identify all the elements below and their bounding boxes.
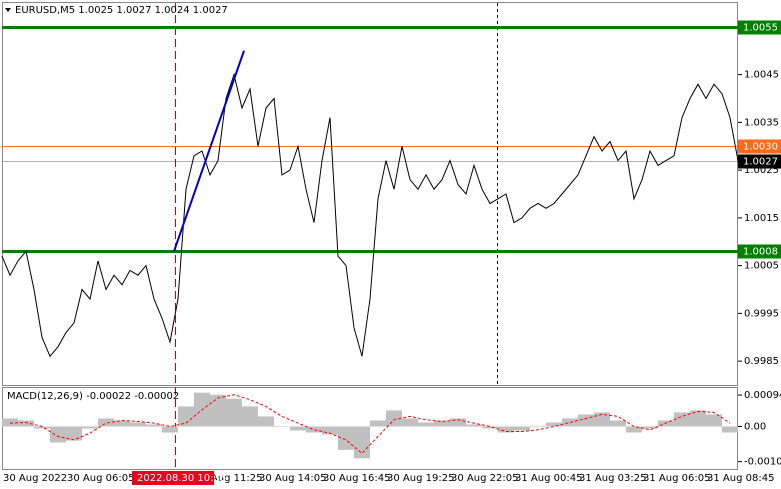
macd-bar [514, 426, 530, 431]
level-label-box [738, 154, 781, 169]
macd-bar [274, 426, 290, 427]
macd-bar [370, 420, 386, 427]
macd-bar [690, 410, 706, 427]
x-tick-label: 30 Aug 2022 [3, 473, 67, 484]
x-tick-label: 30 Aug 19:25 [387, 473, 454, 484]
macd-bar [306, 426, 322, 433]
macd-bar [418, 422, 434, 427]
y-tick-label: 0.9995 [744, 308, 779, 319]
macd-bar [178, 406, 194, 427]
crosshair-label: 2022.08.30 10:35 [137, 473, 226, 484]
macd-bar [322, 426, 338, 435]
macd-bar [114, 420, 130, 427]
macd-bar [242, 406, 258, 427]
x-tick-label: 31 Aug 00:45 [515, 473, 582, 484]
trend-line [173, 50, 245, 252]
macd-bar [98, 418, 114, 427]
macd-bar [626, 426, 642, 433]
price-line [1, 72, 746, 358]
macd-bar [706, 414, 722, 427]
macd-bar [434, 420, 450, 427]
macd-bar [498, 426, 514, 433]
crosshair-label-box [132, 471, 214, 485]
macd-bar [610, 420, 626, 427]
macd-bar [466, 424, 482, 427]
macd-bar [162, 426, 178, 433]
x-tick-label: 31 Aug 03:25 [579, 473, 646, 484]
y-tick-label: -0.00105 [744, 457, 781, 468]
x-tick-label: 31 Aug 06:05 [643, 473, 710, 484]
y-tick-label: 0.00094 [744, 390, 781, 401]
price-panel [2, 2, 738, 386]
y-tick-label: 1.0035 [744, 117, 779, 128]
macd-title: MACD(12,26,9) -0.00022 -0.00002 [7, 391, 179, 402]
y-tick-label: 0.9985 [744, 356, 779, 367]
macd-bar [594, 412, 610, 427]
macd-bar [18, 420, 34, 427]
x-tick-label: 31 Aug 08:45 [707, 473, 774, 484]
y-tick-label: 1.0045 [744, 70, 779, 81]
macd-bar [482, 426, 498, 429]
level-label: 1.0055 [743, 23, 778, 34]
macd-bar [530, 426, 546, 427]
macd-bar [258, 416, 274, 427]
y-tick-label: 1.0025 [744, 165, 779, 176]
macd-bar [386, 410, 402, 427]
macd-bar [338, 426, 354, 450]
macd-bar [674, 412, 690, 427]
macd-bar [290, 426, 306, 431]
y-tick-label: 1.0015 [744, 213, 779, 224]
title-marker [5, 8, 11, 12]
macd-bar [722, 426, 738, 433]
macd-bar [226, 398, 242, 427]
macd-bar [210, 394, 226, 427]
macd-bar [2, 418, 18, 427]
x-tick-label: 30 Aug 11:25 [195, 473, 262, 484]
level-label-box [738, 139, 781, 154]
y-tick-label: 1.0005 [744, 261, 779, 272]
level-label: 1.0027 [743, 157, 778, 168]
macd-bar [146, 424, 162, 427]
level-label-box [738, 244, 781, 259]
level-label-box [738, 20, 781, 35]
macd-bar [562, 418, 578, 427]
macd-bar [546, 422, 562, 427]
macd-bar [82, 426, 98, 429]
macd-bar [450, 418, 466, 427]
macd-bar [50, 426, 66, 443]
y-tick-label: 0.00 [744, 421, 766, 432]
signal-line [9, 394, 731, 454]
macd-bar [642, 426, 658, 429]
macd-bar [34, 426, 50, 429]
chart-title: EURUSD,M5 1.0025 1.0027 1.0024 1.0027 [15, 5, 228, 16]
macd-bar [354, 426, 370, 459]
x-tick-label: 30 Aug 16:45 [323, 473, 390, 484]
x-tick-label: 30 Aug 22:05 [451, 473, 518, 484]
level-label: 1.0030 [743, 142, 778, 153]
macd-bar [130, 422, 146, 427]
macd-bar [66, 426, 82, 441]
macd-bar [402, 418, 418, 427]
macd-bar [578, 414, 594, 427]
level-label: 1.0008 [743, 247, 778, 258]
x-tick-label: 30 Aug 06:05 [67, 473, 134, 484]
x-tick-label: 30 Aug 14:05 [259, 473, 326, 484]
